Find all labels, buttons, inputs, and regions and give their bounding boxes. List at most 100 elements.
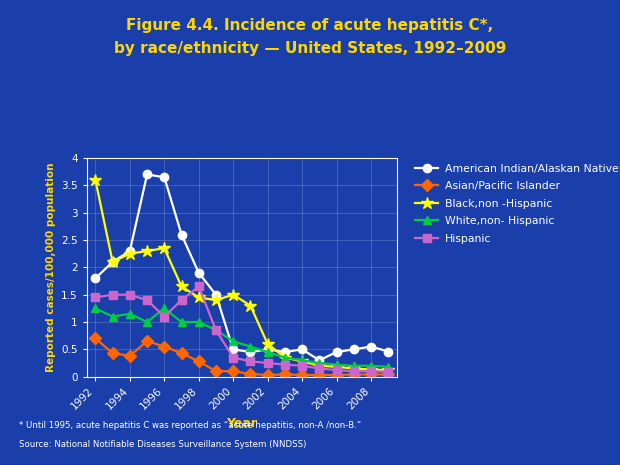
Asian/Pacific Islander — [367, 372, 374, 377]
Hispanic — [212, 327, 219, 333]
Black,non -Hispanic — [384, 367, 392, 373]
Asian/Pacific Islander — [92, 336, 99, 341]
Asian/Pacific Islander — [333, 372, 340, 378]
American Indian/Alaskan Native — [367, 344, 374, 349]
Hispanic — [229, 355, 237, 360]
Black,non -Hispanic — [298, 359, 306, 364]
American Indian/Alaskan Native — [333, 349, 340, 355]
Black,non -Hispanic — [195, 295, 203, 300]
Black,non -Hispanic — [264, 341, 272, 347]
White,non- Hispanic — [92, 306, 99, 311]
American Indian/Alaskan Native — [92, 275, 99, 281]
White,non- Hispanic — [161, 306, 168, 311]
Hispanic — [316, 365, 323, 371]
Hispanic — [247, 359, 254, 364]
American Indian/Alaskan Native — [212, 292, 219, 298]
Hispanic — [178, 298, 185, 303]
White,non- Hispanic — [264, 349, 272, 355]
Asian/Pacific Islander — [229, 368, 237, 374]
Line: Hispanic: Hispanic — [91, 282, 392, 376]
American Indian/Alaskan Native — [109, 259, 117, 265]
American Indian/Alaskan Native — [126, 248, 133, 254]
Black,non -Hispanic — [350, 365, 358, 371]
Hispanic — [350, 368, 358, 374]
Hispanic — [143, 298, 151, 303]
Hispanic — [384, 369, 392, 374]
Line: White,non- Hispanic: White,non- Hispanic — [91, 304, 392, 371]
Text: by race/ethnicity — United States, 1992–2009: by race/ethnicity — United States, 1992–… — [114, 41, 506, 56]
White,non- Hispanic — [350, 363, 358, 368]
American Indian/Alaskan Native — [229, 346, 237, 352]
Hispanic — [126, 292, 133, 298]
American Indian/Alaskan Native — [247, 349, 254, 355]
Black,non -Hispanic — [247, 303, 254, 308]
Asian/Pacific Islander — [212, 368, 219, 374]
Asian/Pacific Islander — [178, 350, 185, 356]
Black,non -Hispanic — [161, 246, 168, 251]
Text: Source: National Notifiable Diseases Surveillance System (NNDSS): Source: National Notifiable Diseases Sur… — [19, 439, 306, 449]
Hispanic — [92, 295, 99, 300]
Asian/Pacific Islander — [247, 371, 254, 377]
Hispanic — [333, 367, 340, 373]
Asian/Pacific Islander — [195, 359, 203, 364]
Text: Figure 4.4. Incidence of acute hepatitis C*,: Figure 4.4. Incidence of acute hepatitis… — [126, 18, 494, 33]
Asian/Pacific Islander — [161, 344, 168, 349]
American Indian/Alaskan Native — [298, 346, 306, 352]
American Indian/Alaskan Native — [264, 346, 272, 352]
White,non- Hispanic — [384, 364, 392, 370]
Hispanic — [264, 360, 272, 366]
X-axis label: Year: Year — [226, 417, 257, 430]
Asian/Pacific Islander — [281, 372, 288, 377]
White,non- Hispanic — [126, 311, 133, 317]
Black,non -Hispanic — [178, 284, 185, 289]
American Indian/Alaskan Native — [384, 349, 392, 354]
Black,non -Hispanic — [367, 367, 374, 372]
American Indian/Alaskan Native — [281, 349, 288, 355]
Black,non -Hispanic — [212, 298, 219, 303]
White,non- Hispanic — [367, 363, 374, 368]
Black,non -Hispanic — [109, 259, 117, 265]
American Indian/Alaskan Native — [143, 172, 151, 177]
Black,non -Hispanic — [333, 364, 340, 370]
Black,non -Hispanic — [229, 292, 237, 298]
Asian/Pacific Islander — [109, 350, 117, 356]
American Indian/Alaskan Native — [161, 174, 168, 180]
White,non- Hispanic — [229, 339, 237, 344]
American Indian/Alaskan Native — [195, 270, 203, 276]
Asian/Pacific Islander — [298, 372, 306, 378]
White,non- Hispanic — [195, 319, 203, 325]
White,non- Hispanic — [143, 319, 151, 325]
White,non- Hispanic — [247, 344, 254, 349]
White,non- Hispanic — [109, 314, 117, 319]
Asian/Pacific Islander — [350, 372, 358, 377]
Hispanic — [281, 362, 288, 367]
Line: American Indian/Alaskan Native: American Indian/Alaskan Native — [91, 170, 392, 365]
White,non- Hispanic — [316, 360, 323, 366]
Hispanic — [367, 368, 374, 374]
White,non- Hispanic — [333, 362, 340, 367]
American Indian/Alaskan Native — [316, 358, 323, 363]
Black,non -Hispanic — [316, 363, 323, 368]
Hispanic — [195, 284, 203, 289]
White,non- Hispanic — [178, 319, 185, 325]
Black,non -Hispanic — [126, 251, 133, 257]
White,non- Hispanic — [212, 327, 219, 333]
Hispanic — [298, 363, 306, 368]
Hispanic — [161, 314, 168, 319]
Hispanic — [109, 292, 117, 298]
White,non- Hispanic — [281, 355, 288, 360]
Asian/Pacific Islander — [384, 372, 392, 377]
Asian/Pacific Islander — [126, 353, 133, 359]
American Indian/Alaskan Native — [178, 232, 185, 238]
Black,non -Hispanic — [143, 248, 151, 254]
Black,non -Hispanic — [281, 355, 288, 360]
Asian/Pacific Islander — [143, 339, 151, 344]
Line: Black,non -Hispanic: Black,non -Hispanic — [89, 174, 394, 376]
Legend: American Indian/Alaskan Native, Asian/Pacific Islander, Black,non -Hispanic, Whi: American Indian/Alaskan Native, Asian/Pa… — [415, 164, 619, 244]
Black,non -Hispanic — [92, 177, 99, 183]
Text: * Until 1995, acute hepatitis C was reported as “acute hepatitis, non-A /non-B.”: * Until 1995, acute hepatitis C was repo… — [19, 421, 361, 430]
White,non- Hispanic — [298, 358, 306, 363]
Asian/Pacific Islander — [316, 372, 323, 378]
Line: Asian/Pacific Islander: Asian/Pacific Islander — [91, 334, 392, 379]
Y-axis label: Reported cases/100,000 population: Reported cases/100,000 population — [46, 163, 56, 372]
